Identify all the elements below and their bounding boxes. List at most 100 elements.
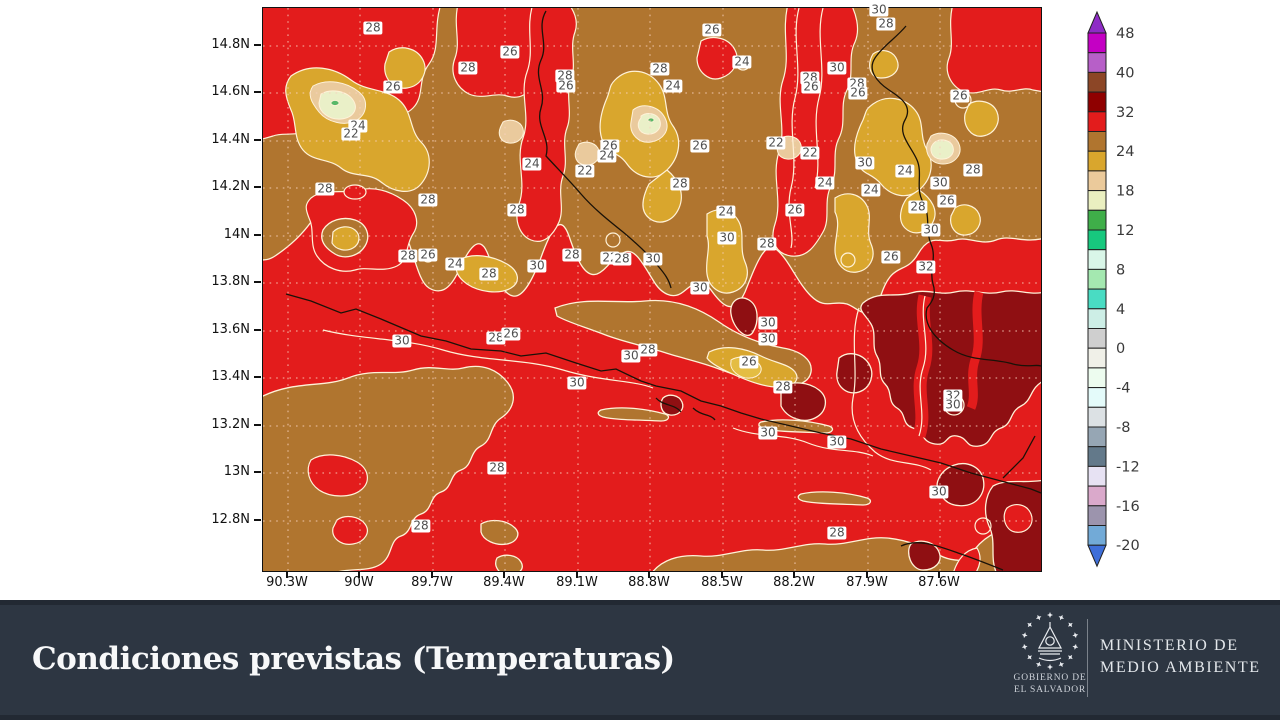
colorbar-box — [1087, 229, 1107, 251]
x-axis-tick — [648, 571, 650, 578]
x-axis-tick — [866, 571, 868, 578]
colorbar-label: 4 — [1116, 302, 1125, 318]
x-axis-label: 89.4W — [483, 575, 525, 590]
dark-red-blob-6 — [660, 394, 684, 416]
contour-darkred-outer — [851, 307, 932, 471]
y-axis-label: 13.2N — [211, 417, 250, 432]
contour-30-south — [732, 427, 874, 457]
tan-dot-1 — [498, 119, 524, 144]
colorbar-box — [1087, 71, 1107, 93]
contour-ne-channel-1 — [788, 8, 800, 249]
government-label-line2: EL SALVADOR — [1013, 685, 1087, 695]
colorbar-label: 24 — [1116, 144, 1134, 160]
colorbar-label: -8 — [1116, 420, 1130, 436]
golden-tongue-c — [834, 193, 874, 273]
tan-dot-3 — [776, 135, 802, 160]
y-axis-label: 14.2N — [211, 179, 250, 194]
green-dot-west — [330, 100, 340, 106]
y-axis-tick — [254, 91, 261, 93]
x-axis-tick — [358, 571, 360, 578]
colorbar-label: -12 — [1116, 459, 1140, 475]
sw-red-hole-2 — [332, 515, 368, 545]
colorbar-box — [1087, 111, 1107, 133]
y-axis-tick — [254, 139, 261, 141]
y-axis-tick — [254, 234, 261, 236]
dark-red-channel-1-contour — [918, 295, 927, 437]
khaki-ne-core — [930, 139, 954, 160]
green-dot-center — [647, 117, 655, 123]
x-axis-tick — [286, 571, 288, 578]
colorbar-label: -4 — [1116, 381, 1130, 397]
star-icon — [1047, 664, 1053, 670]
y-axis-tick — [254, 519, 261, 521]
colorbar-label: 18 — [1116, 184, 1134, 200]
colorbar-box — [1087, 367, 1107, 389]
contour-ne-channel-2 — [814, 8, 824, 189]
colorbar-box — [1087, 268, 1107, 290]
colorbar-label: 40 — [1116, 65, 1134, 81]
y-axis-label: 12.8N — [211, 512, 250, 527]
dark-red-blob-5 — [908, 540, 941, 571]
temperature-map — [262, 7, 1042, 572]
sw-red-hole-1 — [307, 454, 368, 497]
y-axis-label: 13.8N — [211, 274, 250, 289]
colorbar-box — [1087, 525, 1107, 546]
gulf-islands — [655, 397, 716, 421]
colorbar-label: 48 — [1116, 26, 1134, 42]
x-axis-label: 90W — [344, 575, 374, 590]
colorbar-label: -16 — [1116, 499, 1140, 515]
slide-title: Condiciones previstas (Temperaturas) — [32, 641, 675, 677]
colorbar-box — [1087, 347, 1107, 369]
star-icon — [1067, 654, 1073, 660]
y-axis-label: 14.6N — [211, 84, 250, 99]
colorbar-label: 8 — [1116, 262, 1125, 278]
golden-islet-west — [331, 226, 360, 251]
khaki-center-core — [637, 113, 661, 135]
x-axis-label: 89.1W — [556, 575, 598, 590]
contour-ring-3 — [840, 252, 856, 268]
colorbar-box — [1087, 150, 1107, 172]
star-icon — [1027, 622, 1033, 628]
contour-ring-1 — [605, 232, 621, 248]
star-icon — [1067, 622, 1073, 628]
y-axis-label: 14N — [223, 227, 250, 242]
colorbar-box — [1087, 446, 1107, 467]
contour-ring-6 — [974, 517, 992, 535]
colorbar-box — [1087, 505, 1107, 526]
x-axis-label: 87.9W — [846, 575, 888, 590]
x-axis-label: 87.6W — [918, 575, 960, 590]
dark-red-channel-2 — [966, 290, 984, 410]
colorbar-label: 12 — [1116, 223, 1134, 239]
y-axis-tick — [254, 471, 261, 473]
x-axis-tick — [721, 571, 723, 578]
colorbar-box — [1087, 485, 1107, 507]
red-wedge-center — [696, 37, 738, 80]
bottom-red-wedge-1 — [953, 547, 981, 571]
y-axis-label: 13N — [223, 464, 250, 479]
brown-islet-s1 — [480, 519, 519, 546]
y-axis-label: 13.4N — [211, 369, 250, 384]
coastline — [285, 293, 1041, 494]
coast-streak-1 — [597, 407, 670, 422]
red-incursion-ne — [946, 8, 1041, 94]
star-icon — [1027, 654, 1033, 660]
y-axis-label: 14.4N — [211, 132, 250, 147]
footer-bar: Condiciones previstas (Temperaturas) GOB… — [0, 600, 1280, 720]
star-icon — [1021, 643, 1028, 650]
ministry-label-line2: MEDIO AMBIENTE — [1100, 659, 1261, 676]
y-axis-label: 13.6N — [211, 322, 250, 337]
star-icon — [1072, 643, 1079, 650]
colorbar-box — [1087, 308, 1107, 329]
coat-of-arms-icon — [1038, 622, 1062, 662]
x-axis-label: 88.5W — [701, 575, 743, 590]
colorbar-box — [1087, 131, 1107, 152]
star-circle-icon — [1021, 612, 1079, 670]
colorbar-arrow — [1087, 10, 1107, 34]
y-axis-label: 14.8N — [211, 37, 250, 52]
x-axis-tick — [793, 571, 795, 578]
tan-dot-2 — [574, 141, 600, 166]
star-icon — [1021, 632, 1028, 639]
border-se-2 — [900, 542, 1004, 571]
red-hole-2 — [343, 184, 367, 200]
